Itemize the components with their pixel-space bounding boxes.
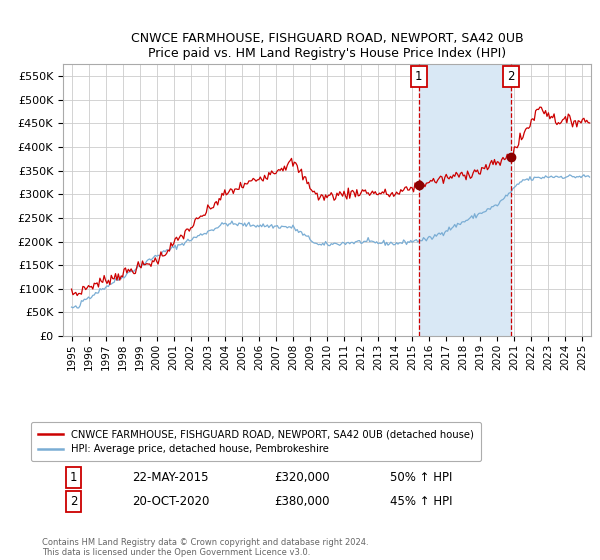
Text: 45% ↑ HPI: 45% ↑ HPI xyxy=(391,495,453,508)
Text: 2: 2 xyxy=(70,495,77,508)
Bar xyxy=(419,64,511,336)
Text: £380,000: £380,000 xyxy=(274,495,330,508)
Text: 50% ↑ HPI: 50% ↑ HPI xyxy=(391,471,453,484)
Text: 22-MAY-2015: 22-MAY-2015 xyxy=(131,471,208,484)
Title: CNWCE FARMHOUSE, FISHGUARD ROAD, NEWPORT, SA42 0UB
Price paid vs. HM Land Regist: CNWCE FARMHOUSE, FISHGUARD ROAD, NEWPORT… xyxy=(131,32,523,60)
Text: Contains HM Land Registry data © Crown copyright and database right 2024.
This d: Contains HM Land Registry data © Crown c… xyxy=(42,538,368,557)
Text: 20-OCT-2020: 20-OCT-2020 xyxy=(131,495,209,508)
Legend: CNWCE FARMHOUSE, FISHGUARD ROAD, NEWPORT, SA42 0UB (detached house), HPI: Averag: CNWCE FARMHOUSE, FISHGUARD ROAD, NEWPORT… xyxy=(31,422,481,461)
Text: £320,000: £320,000 xyxy=(274,471,330,484)
Text: 1: 1 xyxy=(70,471,77,484)
Text: 1: 1 xyxy=(415,70,422,83)
Text: 2: 2 xyxy=(507,70,515,83)
